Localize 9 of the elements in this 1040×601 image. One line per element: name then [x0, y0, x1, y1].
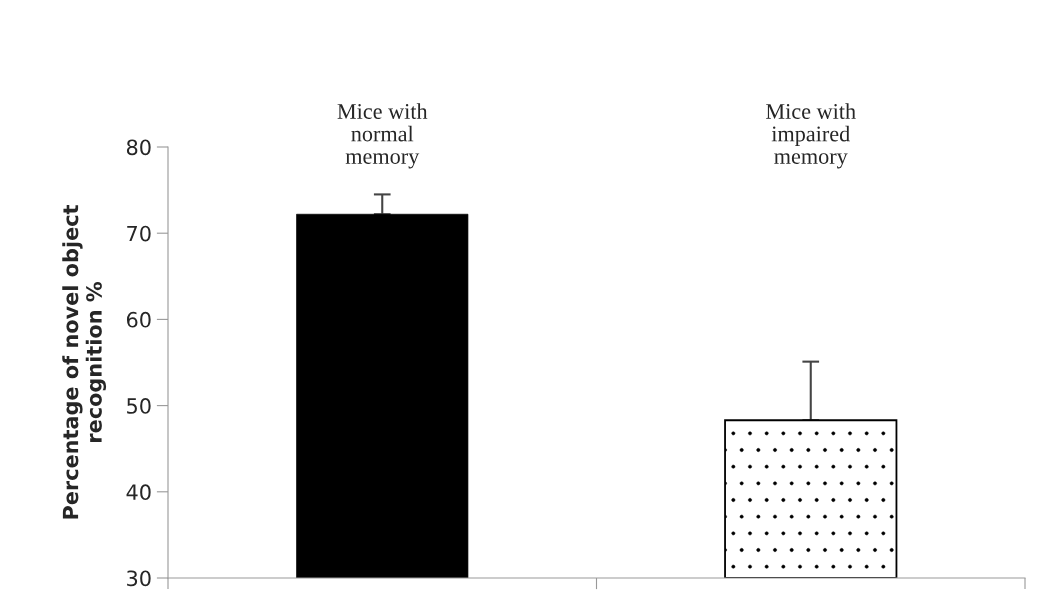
y-tick-label: 40: [126, 484, 151, 501]
y-tick-label: 80: [126, 139, 151, 156]
y-tick-label: 50: [127, 398, 151, 414]
y-tick-label: 70: [127, 225, 151, 242]
x-tick-label: Mice with impaired memory: [766, 103, 856, 169]
y-tick-label: 60: [126, 311, 151, 328]
y-tick-label: 30: [127, 570, 151, 587]
y-axis-title: Percentage of novel object recognition %: [62, 204, 107, 519]
x-tick-label: Mice with normal memory: [337, 103, 428, 169]
